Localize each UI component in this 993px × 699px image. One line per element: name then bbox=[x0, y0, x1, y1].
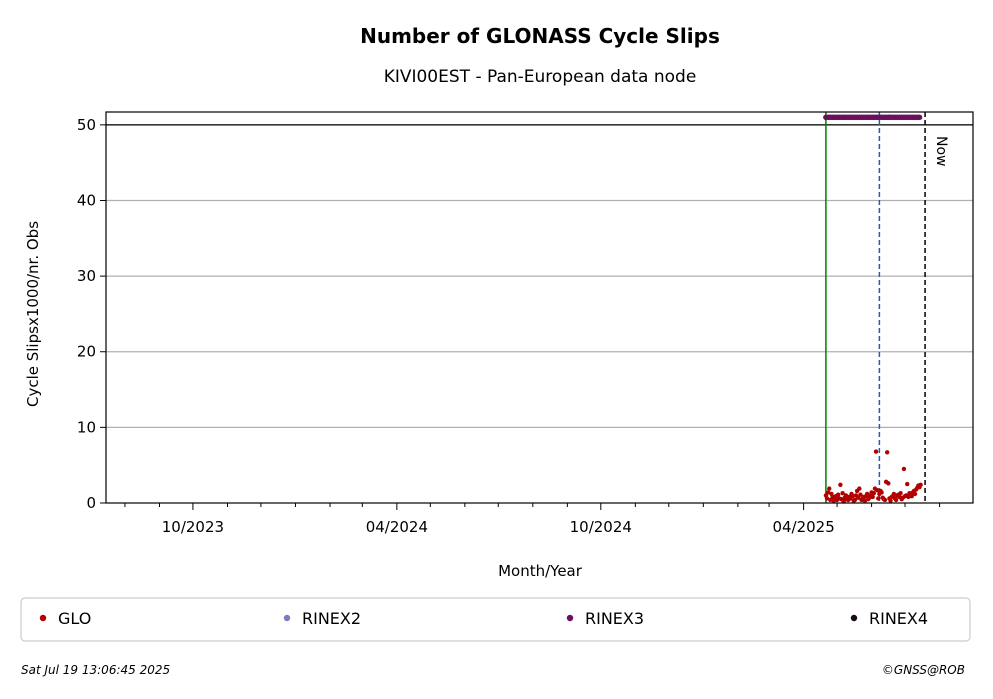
legend: GLO RINEX2 RINEX3 RINEX4 bbox=[20, 597, 971, 642]
legend-label: RINEX3 bbox=[585, 609, 644, 628]
x-tick-label: 04/2024 bbox=[366, 518, 428, 536]
y-tick-label: 30 bbox=[77, 267, 96, 285]
data-point bbox=[862, 498, 868, 503]
data-point bbox=[888, 498, 893, 503]
data-point bbox=[874, 487, 880, 493]
data-point bbox=[843, 493, 849, 498]
legend-item-glo: GLO bbox=[39, 609, 91, 628]
y-tick-label: 40 bbox=[77, 191, 96, 209]
y-axis-label: Cycle Slipsx1000/nr. Obs bbox=[24, 221, 42, 407]
series-glo bbox=[823, 449, 923, 504]
data-point bbox=[909, 493, 914, 499]
x-tick-label: 10/2023 bbox=[162, 518, 224, 536]
footer-timestamp: Sat Jul 19 13:06:45 2025 bbox=[21, 663, 170, 677]
data-point bbox=[918, 482, 923, 488]
chart-subtitle: KIVI00EST - Pan-European data node bbox=[384, 67, 697, 87]
y-gridlines bbox=[106, 124, 973, 428]
data-point bbox=[876, 496, 881, 501]
vertical-marker-lines: Now bbox=[825, 112, 949, 503]
data-point bbox=[882, 497, 888, 503]
legend-frame bbox=[20, 597, 971, 642]
data-series bbox=[823, 114, 923, 504]
data-point bbox=[852, 497, 858, 503]
data-point bbox=[858, 492, 863, 497]
legend-item-rinex2: RINEX2 bbox=[283, 609, 361, 628]
legend-marker bbox=[283, 614, 291, 622]
data-point bbox=[879, 490, 884, 495]
data-point bbox=[864, 491, 870, 497]
data-point bbox=[884, 450, 890, 455]
data-point bbox=[838, 482, 843, 488]
data-point bbox=[870, 494, 875, 500]
data-point bbox=[873, 449, 879, 454]
y-tick-label: 50 bbox=[77, 116, 96, 134]
data-point bbox=[871, 490, 877, 496]
y-tick-label: 20 bbox=[77, 343, 96, 361]
footer-credit: ©GNSS@ROB bbox=[882, 663, 965, 677]
data-point bbox=[824, 496, 830, 501]
data-point bbox=[850, 493, 855, 499]
data-point bbox=[893, 497, 899, 503]
data-point bbox=[901, 466, 907, 472]
series-rinex3 bbox=[823, 114, 923, 121]
legend-label: RINEX4 bbox=[869, 609, 928, 628]
x-tick-label: 10/2024 bbox=[570, 518, 632, 536]
data-point bbox=[827, 486, 832, 491]
x-tick-label: 04/2025 bbox=[772, 518, 834, 536]
legend-label: GLO bbox=[58, 609, 91, 628]
data-point bbox=[891, 491, 897, 497]
legend-item-rinex3: RINEX3 bbox=[566, 609, 644, 628]
now-label: Now bbox=[933, 136, 949, 167]
x-axis-label: Month/Year bbox=[498, 562, 583, 580]
data-point bbox=[825, 490, 831, 495]
y-tick-label: 0 bbox=[86, 494, 96, 512]
legend-label: RINEX2 bbox=[302, 609, 361, 628]
legend-marker bbox=[566, 614, 574, 622]
data-point bbox=[856, 495, 861, 500]
legend-item-rinex4: RINEX4 bbox=[850, 609, 928, 628]
y-tick-label: 10 bbox=[77, 418, 96, 436]
x-axis-ticks: 10/2023 04/2024 10/2024 04/2025 bbox=[124, 503, 941, 536]
data-point bbox=[857, 486, 862, 491]
chart-title: Number of GLONASS Cycle Slips bbox=[360, 24, 720, 48]
data-point bbox=[886, 481, 891, 486]
data-point bbox=[912, 491, 918, 497]
legend-marker bbox=[39, 614, 47, 622]
data-point bbox=[898, 490, 903, 496]
data-point bbox=[905, 481, 910, 487]
legend-marker bbox=[850, 614, 858, 622]
plot-area-frame bbox=[105, 111, 974, 504]
data-point bbox=[828, 497, 833, 503]
data-point bbox=[835, 492, 841, 497]
data-point bbox=[840, 490, 845, 496]
y-axis-ticks: 0 10 20 30 40 50 bbox=[77, 116, 106, 512]
data-point bbox=[916, 114, 923, 121]
